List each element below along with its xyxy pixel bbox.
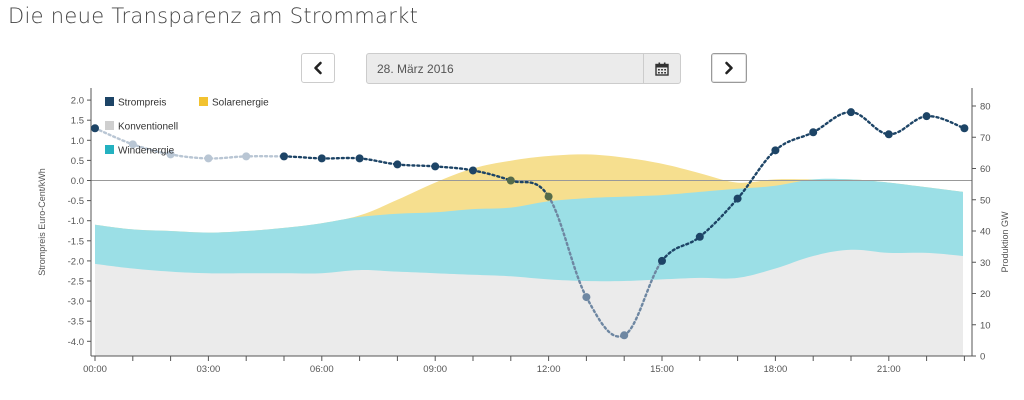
legend-label-strompreis: Strompreis [118, 98, 166, 109]
x-tick-label: 00:00 [83, 364, 107, 375]
price-line-segment [547, 195, 588, 299]
price-line-segment [282, 155, 323, 160]
price-point[interactable] [620, 331, 629, 340]
left-tick-label: 2.0 [71, 96, 84, 107]
price-point[interactable] [733, 194, 742, 203]
chevron-right-icon [725, 61, 733, 75]
chevron-left-icon [314, 61, 322, 75]
date-value: 28. März 2016 [377, 62, 454, 76]
left-tick-label: 0.5 [71, 156, 84, 167]
price-line-segment [623, 259, 664, 337]
price-line-segment [698, 197, 739, 238]
right-tick-label: 0 [980, 352, 985, 363]
left-tick-label: 0.0 [71, 176, 84, 187]
right-tick-label: 70 [980, 133, 991, 144]
price-point[interactable] [393, 160, 402, 169]
price-point[interactable] [204, 154, 213, 163]
price-point[interactable] [809, 128, 818, 137]
legend-swatch-solarenergie [199, 97, 208, 106]
price-point[interactable] [922, 112, 931, 121]
price-point[interactable] [91, 124, 99, 133]
left-axis-title: Strompreis Euro-Cent/kWh [37, 168, 47, 276]
conventional-area [95, 249, 963, 356]
price-line-segment [660, 235, 701, 263]
right-tick-label: 60 [980, 164, 991, 175]
price-point[interactable] [317, 154, 326, 163]
price-line-segment [887, 115, 928, 136]
left-tick-label: -1.0 [68, 216, 84, 227]
left-tick-label: -2.0 [68, 256, 84, 267]
price-line-segment [396, 163, 437, 168]
right-axis-title: Produktion GW [1000, 211, 1010, 273]
price-line-segment [812, 110, 853, 134]
price-point[interactable] [884, 130, 893, 139]
price-line-segment [509, 179, 550, 198]
left-tick-label: -3.0 [68, 297, 84, 308]
price-line-segment [849, 110, 890, 136]
right-tick-label: 10 [980, 320, 991, 331]
left-tick-label: 1.5 [71, 116, 84, 127]
left-tick-label: -4.0 [68, 337, 84, 348]
legend-label-windenergie: Windenergie [118, 146, 175, 157]
price-point[interactable] [242, 152, 251, 161]
x-tick-label: 03:00 [197, 364, 221, 375]
left-tick-label: -3.5 [68, 317, 84, 328]
price-point[interactable] [544, 192, 553, 201]
price-line-segment [358, 157, 399, 166]
x-tick-label: 18:00 [764, 364, 788, 375]
legend-label-solarenergie: Solarenergie [212, 98, 269, 109]
right-tick-label: 80 [980, 102, 991, 113]
legend-swatch-konventionell [105, 121, 114, 130]
calendar-button[interactable] [643, 54, 680, 83]
x-tick-label: 15:00 [650, 364, 674, 375]
x-tick-label: 21:00 [877, 364, 901, 375]
x-tick-label: 12:00 [537, 364, 561, 375]
price-point[interactable] [695, 232, 704, 241]
price-point[interactable] [469, 166, 477, 175]
left-tick-label: -2.5 [68, 277, 84, 288]
price-point[interactable] [128, 140, 137, 149]
price-line-segment [434, 165, 475, 172]
left-tick-label: 1.0 [71, 136, 84, 147]
price-line-segment [925, 114, 966, 130]
price-point[interactable] [431, 162, 440, 171]
left-tick-label: -1.5 [68, 236, 84, 247]
price-point[interactable] [166, 150, 175, 159]
next-day-button[interactable] [711, 53, 747, 83]
legend-label-konventionell: Konventionell [118, 122, 178, 133]
legend-swatch-windenergie [105, 145, 114, 154]
price-point[interactable] [847, 108, 855, 117]
price-point[interactable] [658, 256, 666, 265]
price-point[interactable] [582, 293, 591, 302]
page-title: Die neue Transparenz am Strommarkt [8, 4, 419, 28]
price-point[interactable] [506, 176, 515, 185]
left-tick-label: -0.5 [68, 196, 84, 207]
legend-swatch-strompreis [105, 97, 114, 106]
x-tick-label: 09:00 [423, 364, 447, 375]
date-picker[interactable]: 28. März 2016 [366, 53, 681, 84]
previous-day-button[interactable] [301, 53, 335, 83]
price-point[interactable] [355, 154, 364, 163]
right-tick-label: 50 [980, 195, 991, 206]
price-point[interactable] [960, 124, 969, 133]
price-line-segment [736, 149, 777, 200]
x-tick-label: 06:00 [310, 364, 334, 375]
price-point[interactable] [771, 146, 780, 155]
price-point[interactable] [280, 152, 288, 161]
right-tick-label: 30 [980, 258, 991, 269]
calendar-icon [655, 62, 669, 76]
price-line-segment [774, 131, 815, 152]
right-tick-label: 40 [980, 227, 991, 238]
right-tick-label: 20 [980, 289, 991, 300]
